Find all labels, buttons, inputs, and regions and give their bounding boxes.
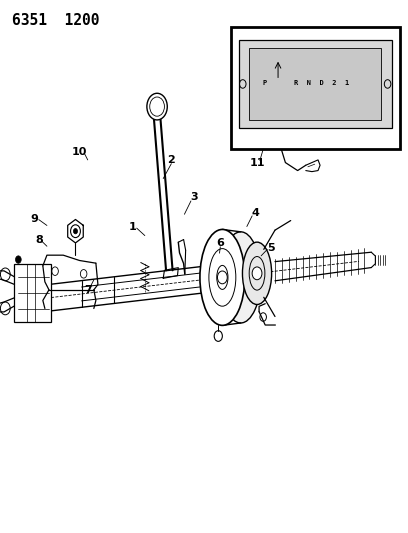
Circle shape [147,93,167,120]
Text: 8: 8 [35,235,42,245]
Text: 9: 9 [31,214,39,223]
Text: 4: 4 [251,208,259,218]
Bar [14,264,51,322]
Circle shape [16,256,21,263]
Text: 7: 7 [84,286,91,295]
Ellipse shape [200,229,245,325]
Ellipse shape [242,242,272,304]
Bar [231,27,400,149]
Text: 6351  1200: 6351 1200 [12,13,100,28]
Text: R  N  D  2  1: R N D 2 1 [294,79,349,85]
Bar [239,40,392,128]
Bar [249,48,381,120]
Text: 10: 10 [72,147,87,157]
Text: 6: 6 [216,238,224,247]
Text: 3: 3 [190,192,197,202]
Text: P: P [263,79,267,85]
Ellipse shape [221,232,261,323]
Text: 11: 11 [249,158,265,167]
Text: 1: 1 [129,222,136,231]
Circle shape [73,229,78,234]
Text: 5: 5 [268,243,275,253]
Text: 2: 2 [168,155,175,165]
Circle shape [252,267,262,280]
